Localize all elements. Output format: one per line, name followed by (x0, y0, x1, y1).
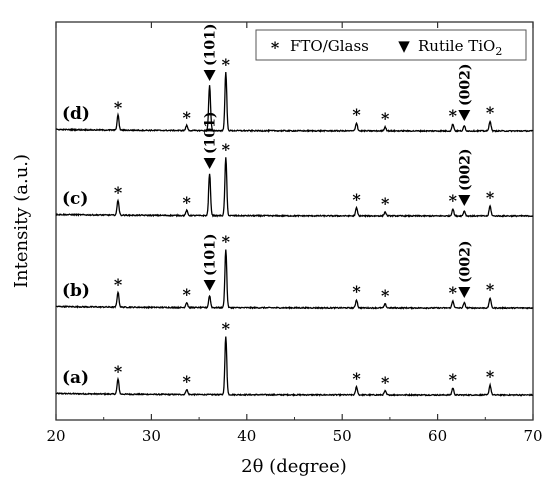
trace-label-c: (c) (62, 189, 88, 209)
fto-star-marker: * (449, 191, 458, 210)
x-tick-label-70: 70 (523, 427, 542, 445)
trace-label-a: (a) (62, 368, 89, 388)
x-tick-label-50: 50 (333, 427, 352, 445)
rutile-triangle-marker (203, 280, 216, 291)
legend: * FTO/Glass ▼ Rutile TiO2 (255, 29, 527, 61)
legend-triangle-marker: ▼ (398, 37, 410, 55)
rutile-peak-label-101: (101) (203, 24, 219, 66)
rutile-triangle-marker (203, 70, 216, 81)
fto-star-marker: * (486, 188, 495, 207)
fto-star-marker: * (114, 98, 123, 117)
fto-star-marker: * (486, 280, 495, 299)
fto-star-marker: * (352, 282, 361, 301)
legend-label-rutile-subscript: 2 (495, 45, 502, 58)
legend-label-rutile-tio2: Rutile TiO2 (418, 37, 502, 58)
legend-star-marker: * (271, 38, 280, 57)
rutile-peak-label-002: (002) (457, 241, 473, 283)
fto-star-marker: * (449, 106, 458, 125)
x-axis-ticks: 20 30 40 50 60 70 (46, 22, 543, 445)
fto-star-marker: * (381, 373, 390, 392)
x-axis-title: 2θ (degree) (241, 456, 347, 477)
rutile-peak-label-101: (101) (203, 234, 219, 276)
rutile-peak-label-002: (002) (457, 64, 473, 106)
trace-label-b: (b) (62, 281, 90, 301)
traces-group: (a) (b) (c) (d) (55, 72, 534, 397)
peak-markers-group: **** * * ***** * * *(101) (002)**** * * *(101)(002… (114, 24, 495, 392)
fto-star-marker: * (183, 372, 192, 391)
fto-star-marker: * (222, 140, 231, 159)
x-tick-label-20: 20 (46, 427, 65, 445)
fto-star-marker: * (222, 55, 231, 74)
fto-star-marker: * (222, 232, 231, 251)
rutile-triangle-marker (458, 110, 471, 121)
x-tick-label-40: 40 (237, 427, 256, 445)
fto-star-marker: * (381, 286, 390, 305)
rutile-peak-label-101: (101) (203, 112, 219, 154)
rutile-triangle-marker (458, 195, 471, 206)
fto-star-marker: * (352, 105, 361, 124)
fto-star-marker: * (352, 369, 361, 388)
trace-a (55, 336, 534, 397)
x-tick-label-30: 30 (142, 427, 161, 445)
legend-label-fto-glass: FTO/Glass (290, 37, 369, 55)
trace-b (55, 249, 534, 310)
fto-star-marker: * (114, 362, 123, 381)
rutile-triangle-marker (203, 158, 216, 169)
fto-star-marker: * (222, 319, 231, 338)
fto-star-marker: * (449, 370, 458, 389)
legend-box (255, 29, 527, 61)
legend-label-rutile-main: Rutile TiO (418, 37, 495, 55)
fto-star-marker: * (381, 194, 390, 213)
fto-star-marker: * (114, 275, 123, 294)
fto-star-marker: * (114, 183, 123, 202)
rutile-peak-label-002: (002) (457, 149, 473, 191)
fto-star-marker: * (381, 109, 390, 128)
trace-d (55, 72, 534, 134)
fto-star-marker: * (449, 283, 458, 302)
trace-label-d: (d) (62, 104, 90, 124)
fto-star-marker: * (183, 285, 192, 304)
fto-star-marker: * (352, 190, 361, 209)
x-tick-label-60: 60 (428, 427, 447, 445)
fto-star-marker: * (486, 367, 495, 386)
fto-star-marker: * (183, 108, 192, 127)
rutile-triangle-marker (458, 287, 471, 298)
y-axis-title: Intensity (a.u.) (11, 154, 32, 288)
fto-star-marker: * (486, 103, 495, 122)
fto-star-marker: * (183, 193, 192, 212)
trace-c (55, 157, 533, 218)
